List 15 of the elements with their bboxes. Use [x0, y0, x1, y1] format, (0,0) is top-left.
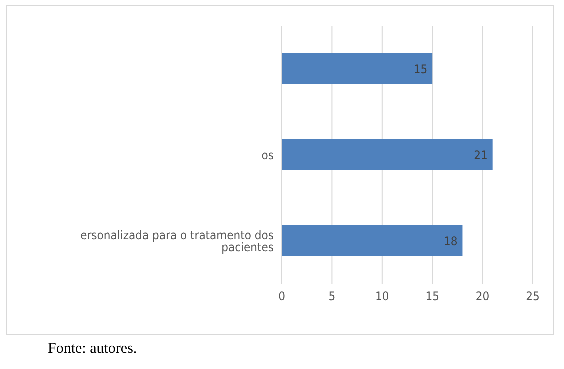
data-label: 18	[444, 234, 458, 248]
x-tick-label: 5	[328, 290, 336, 304]
bar	[282, 226, 463, 257]
x-tick-label: 25	[526, 290, 540, 304]
y-tick-label: ersonalizada para o tratamento dos pacientes	[80, 228, 274, 254]
x-tick-label: 20	[476, 290, 490, 304]
data-label: 15	[414, 62, 428, 76]
bar	[282, 140, 493, 171]
data-label: 21	[474, 148, 488, 162]
y-tick-label: os	[262, 148, 274, 162]
x-tick-label: 10	[376, 290, 390, 304]
x-tick-label: 15	[426, 290, 440, 304]
x-tick-label: 0	[278, 290, 286, 304]
bar	[282, 54, 433, 85]
source-note: Fonte: autores.	[48, 341, 138, 358]
